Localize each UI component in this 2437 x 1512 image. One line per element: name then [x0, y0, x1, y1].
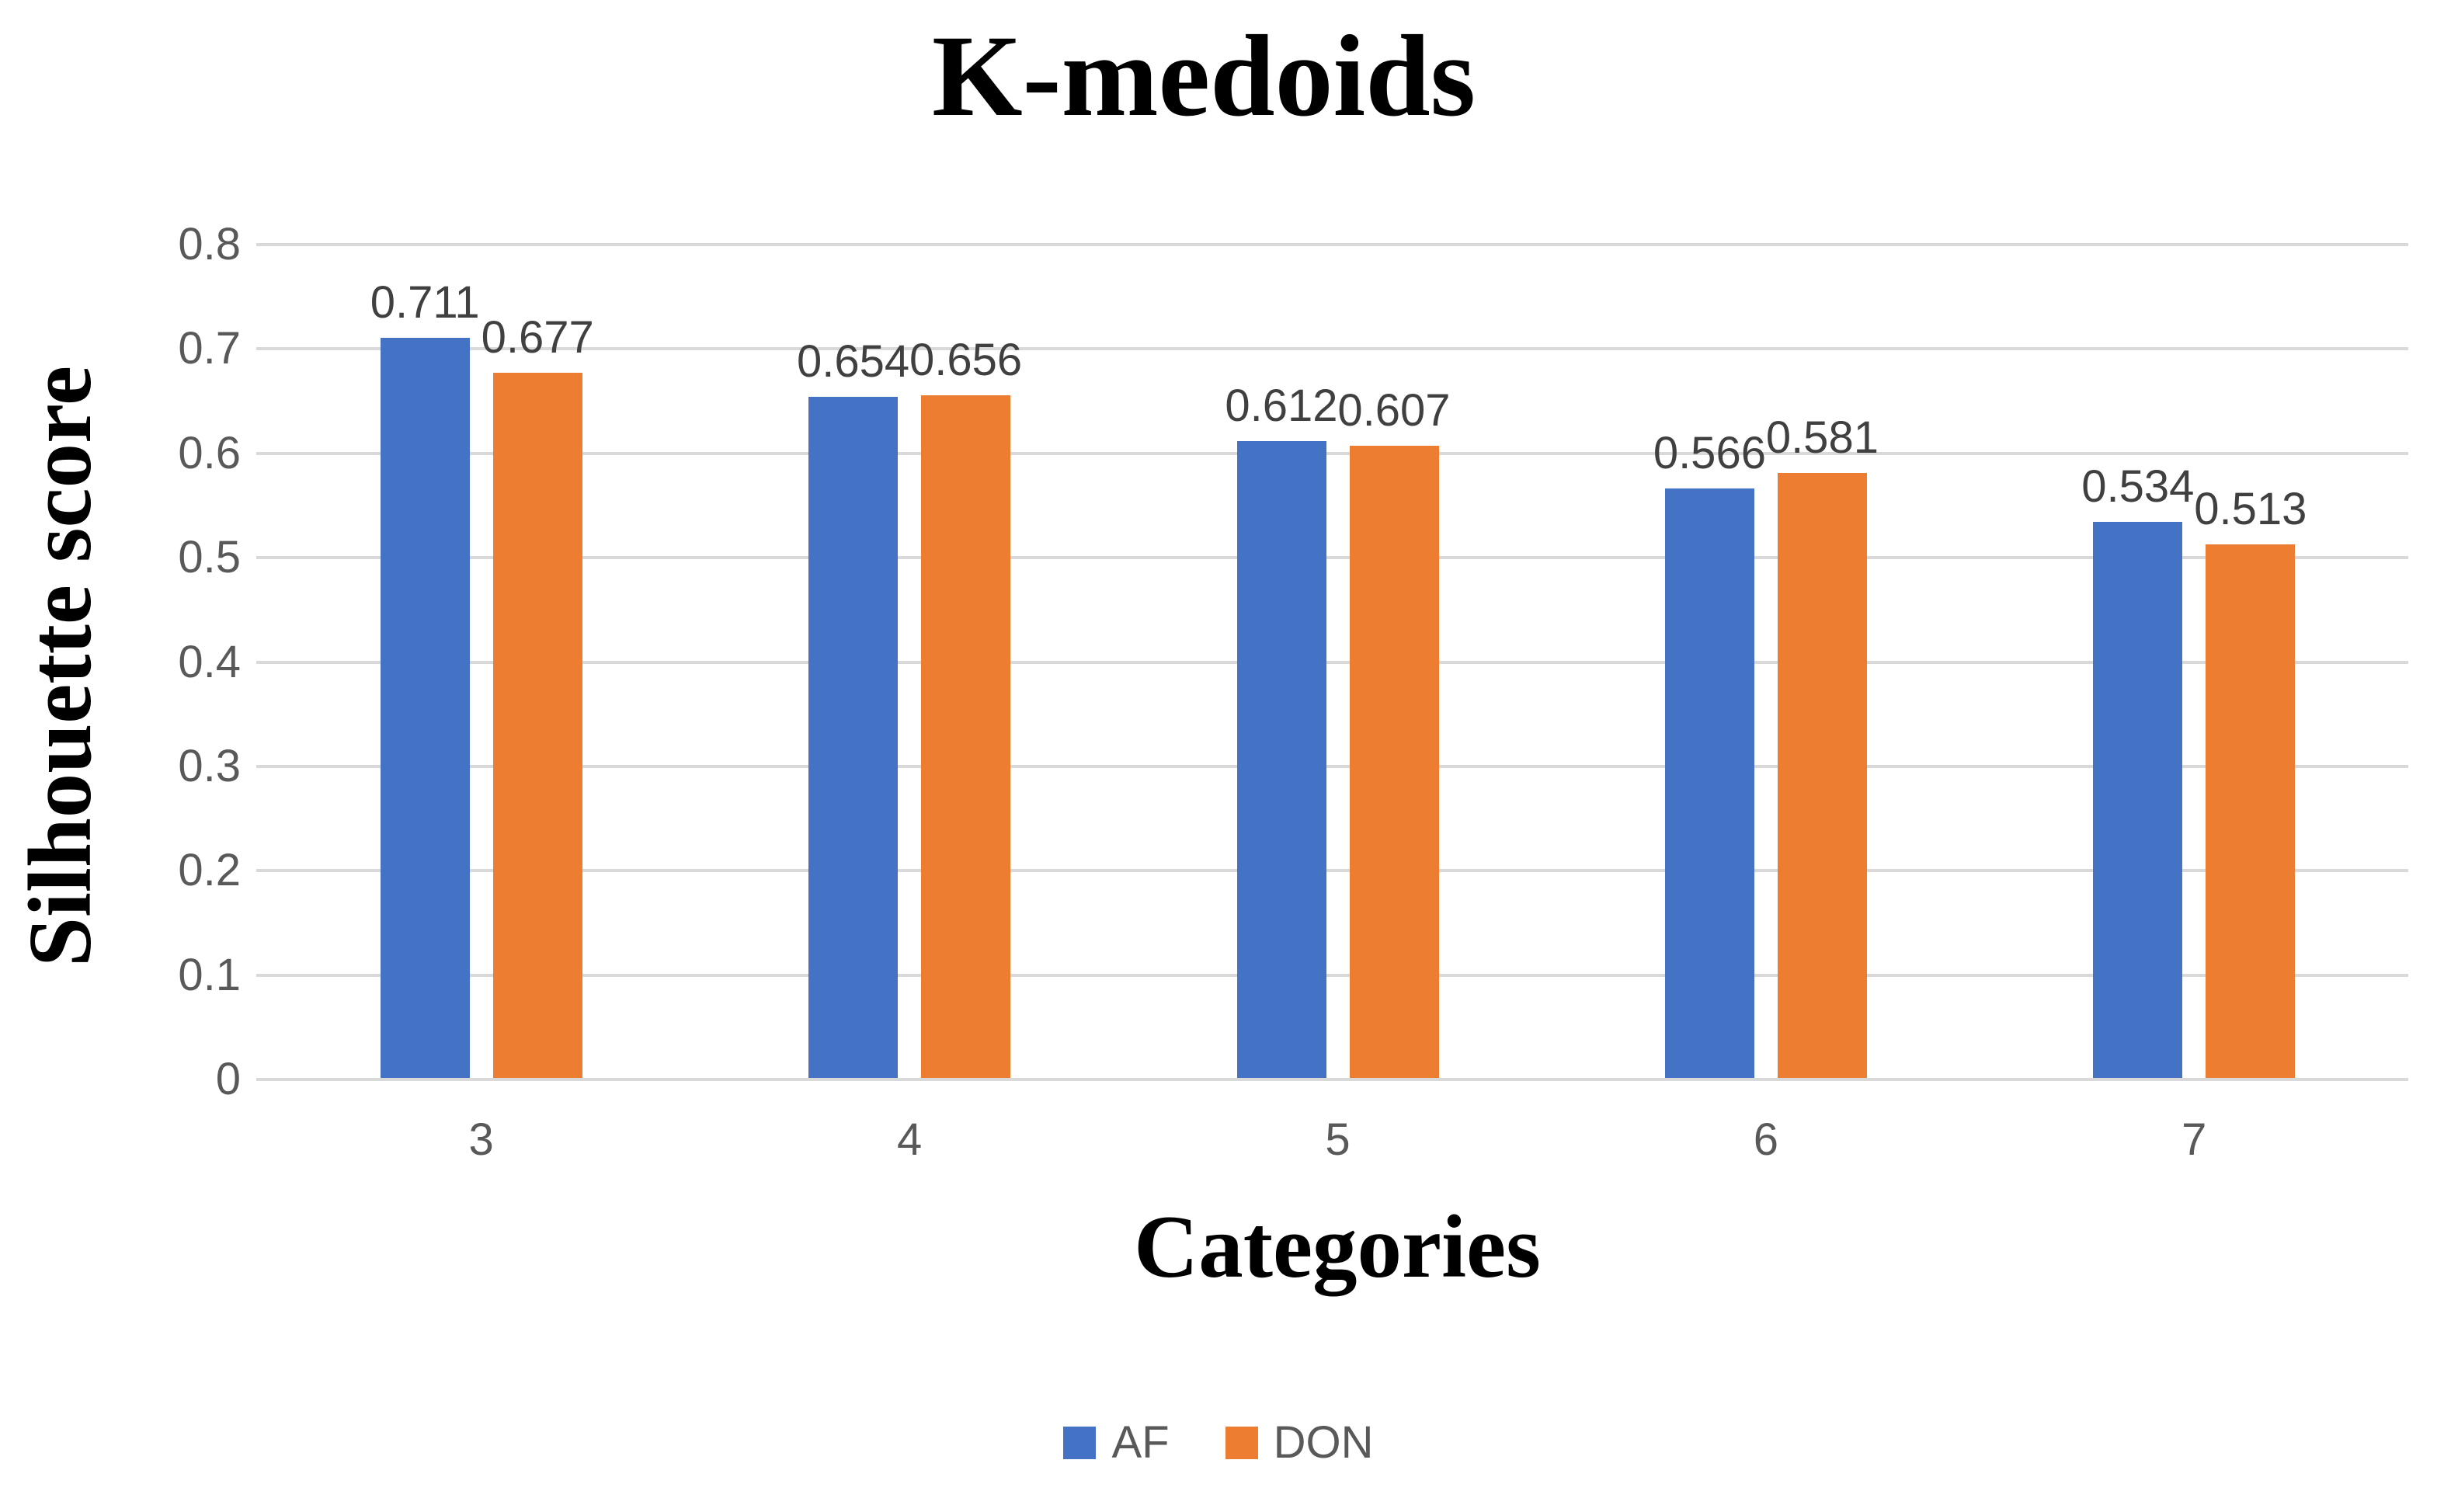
gridline-y-0.1: [256, 973, 2408, 977]
bar-DON-cat-4: [921, 395, 1011, 1078]
bar-AF-cat-5: [1236, 440, 1326, 1078]
gridline-y-0.5: [256, 556, 2408, 560]
gridline-y-0.6: [256, 451, 2408, 455]
bar-AF-cat-4: [808, 397, 899, 1078]
bar-AF-cat-3: [380, 337, 470, 1078]
gridline-y-0.3: [256, 764, 2408, 768]
bar-DON-cat-6: [1777, 473, 1867, 1078]
gridline-y-0.7: [256, 347, 2408, 351]
y-tick-label: 0.7: [178, 323, 241, 374]
data-label-DON-cat-6: 0.581: [1765, 412, 1879, 464]
data-label-AF-cat-3: 0.711: [370, 276, 480, 328]
data-label-DON-cat-3: 0.677: [481, 312, 594, 363]
bar-DON-cat-5: [1349, 446, 1439, 1078]
gridline-y-0: [256, 1078, 2408, 1081]
x-tick-label-7: 7: [2181, 1114, 2207, 1165]
y-tick-label: 0.8: [178, 219, 241, 269]
y-tick-label: 0.2: [178, 845, 241, 896]
legend-label: DON: [1273, 1417, 1374, 1468]
chart-legend: AF DON: [0, 1420, 2437, 1466]
data-label-AF-cat-7: 0.534: [2081, 461, 2195, 513]
y-tick-label: 0.1: [178, 949, 241, 1000]
legend-item-AF: AF: [1063, 1417, 1170, 1468]
legend-swatch-icon: [1225, 1427, 1258, 1459]
gridline-y-0.4: [256, 660, 2408, 664]
legend-label: AF: [1111, 1417, 1170, 1468]
gridline-y-0.2: [256, 869, 2408, 873]
data-label-AF-cat-4: 0.654: [797, 336, 910, 388]
legend-swatch-icon: [1063, 1427, 1097, 1459]
y-tick-label: 0: [215, 1054, 241, 1104]
data-label-AF-cat-5: 0.612: [1225, 380, 1338, 431]
x-tick-label-3: 3: [468, 1114, 494, 1165]
bar-AF-cat-7: [2093, 522, 2183, 1078]
gridline-y-0.8: [256, 243, 2408, 246]
x-tick-label-4: 4: [896, 1114, 923, 1165]
legend-item-DON: DON: [1225, 1420, 1374, 1466]
y-tick-label: 0.6: [178, 427, 241, 478]
bar-DON-cat-7: [2206, 544, 2296, 1078]
data-label-DON-cat-7: 0.513: [2194, 483, 2307, 534]
data-label-DON-cat-5: 0.607: [1337, 385, 1451, 436]
y-tick-label: 0.5: [178, 532, 241, 583]
x-tick-label-6: 6: [1753, 1114, 1779, 1165]
x-axis-title: Categories: [1134, 1197, 1541, 1296]
data-label-DON-cat-4: 0.656: [909, 334, 1023, 385]
bar-DON-cat-3: [492, 373, 582, 1078]
y-tick-label: 0.3: [178, 740, 241, 791]
x-tick-label-5: 5: [1325, 1114, 1351, 1165]
y-tick-label: 0.4: [178, 636, 241, 687]
bar-AF-cat-6: [1664, 488, 1754, 1078]
chart-title: K-medoids: [931, 12, 1476, 141]
data-label-AF-cat-6: 0.566: [1653, 428, 1766, 479]
